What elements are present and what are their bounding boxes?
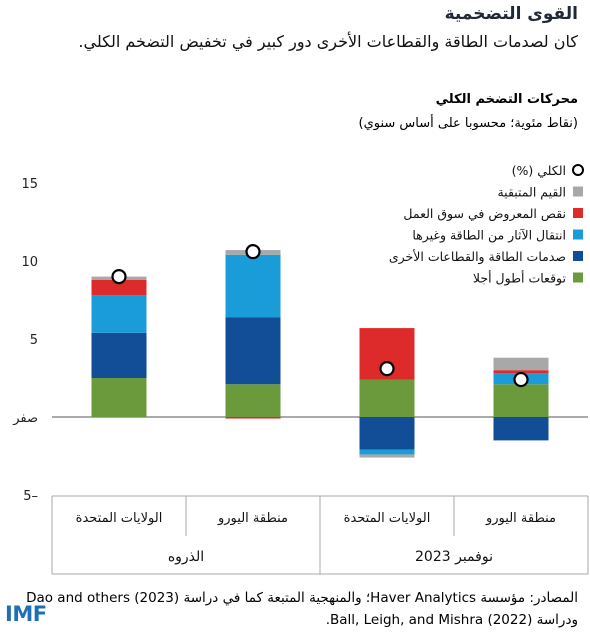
legend-swatch [573,251,583,261]
y-tick-label: صفر [12,411,38,426]
sources-note: المصادر: مؤسسة Haver Analytics؛ والمنهجي… [26,590,578,628]
total-marker [513,371,529,388]
bar-segment [225,317,281,385]
bar-segment [225,384,281,417]
total-marker [245,244,261,260]
bar-segment [359,449,415,455]
group-label: نوفمبر 2023 [415,549,493,565]
bar-segment [225,254,281,318]
legend-label: نقص المعروض في سوق العمل [403,206,566,222]
page-title: القوى التضخمية [444,4,578,24]
y-tick-label: 10 [21,255,38,270]
legend-swatch-total [572,164,584,176]
total-marker [111,269,127,285]
category-label: منطقة اليورو [217,511,288,526]
legend-label: صدمات الطاقة والقطاعات الأخرى [389,249,566,265]
bar-segment [91,332,147,378]
legend-swatch [573,272,583,283]
category-label: الولايات المتحدة [76,511,163,526]
bar-segment [493,370,549,374]
legend-label: توقعات أطول أجلا [473,270,567,287]
legend-label: القيم المتبقية [497,185,566,201]
bar-segment [91,378,147,417]
y-tick-label: 5– [23,489,38,504]
bar-segment [359,454,415,458]
bar-segment [225,417,281,419]
bar-segment [493,417,549,441]
imf-logo: IMF [5,602,47,626]
category-label: الولايات المتحدة [344,511,431,526]
total-marker [379,361,395,377]
bar-segment [359,417,415,450]
legend-swatch [573,208,583,218]
bar-segment [359,379,415,417]
page-subtitle: كان لصدمات الطاقة والقطاعات الأخرى دور ك… [78,32,578,51]
chart-subtitle: (نقاط مئوية؛ محسوبا على أساس سنوي) [358,116,579,131]
legend-label: انتقال الآثار من الطاقة وغيرها [412,228,566,244]
bar-segment [91,295,147,333]
y-tick-label: 5 [30,333,38,348]
legend-swatch [573,186,583,197]
chart-title: محركات التضخم الكلي [435,92,578,107]
bar-segment [91,279,147,296]
category-label: منطقة اليورو [485,511,556,526]
y-tick-label: 15 [21,177,38,192]
group-label: الذروه [168,549,204,565]
bar-segment [493,384,549,417]
legend-label: الكلي (%) [512,163,566,178]
stacked-bar-chart: 15 10 5 صفر 5– الولايات المتحدة منطقة اليورو ال… [12,163,589,575]
bar-segment [493,357,549,371]
legend-swatch [573,229,583,240]
